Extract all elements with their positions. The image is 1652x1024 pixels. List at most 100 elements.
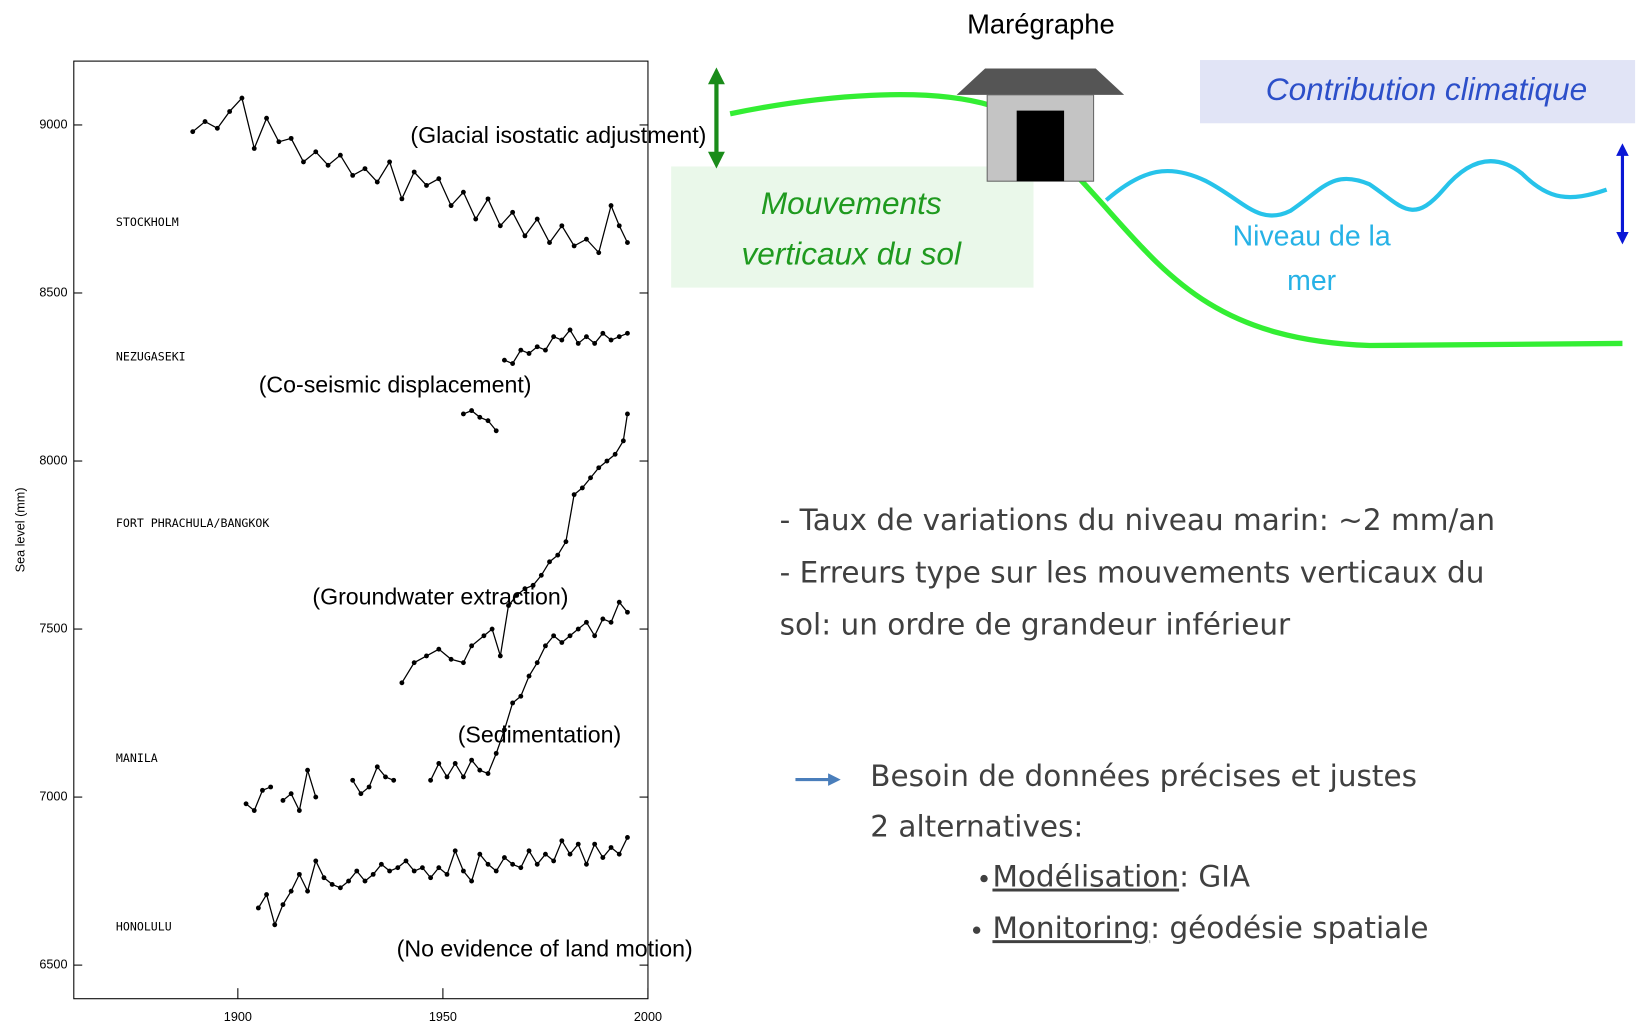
data-point: [584, 237, 589, 242]
data-point: [535, 344, 540, 349]
data-point: [592, 633, 597, 638]
data-point: [617, 600, 622, 605]
data-point: [412, 660, 417, 665]
station-label: FORT PHRACHULA/BANGKOK: [116, 516, 269, 530]
data-point: [547, 559, 552, 564]
data-point: [576, 842, 581, 847]
data-point: [252, 808, 257, 813]
data-point: [272, 922, 277, 927]
data-point: [588, 475, 593, 480]
data-point: [363, 879, 368, 884]
data-point: [572, 492, 577, 497]
station-label: MANILA: [116, 751, 158, 765]
data-point: [559, 838, 564, 843]
data-point: [518, 348, 523, 353]
bullet: [980, 875, 987, 882]
data-point: [297, 872, 302, 877]
data-point: [289, 136, 294, 141]
note-line: - Erreurs type sur les mouvements vertic…: [780, 556, 1485, 590]
data-point: [535, 217, 540, 222]
data-point: [527, 351, 532, 356]
data-point: [330, 882, 335, 887]
data-point: [395, 865, 400, 870]
data-point: [535, 862, 540, 867]
data-point: [625, 331, 630, 336]
ground-label: verticaux du sol: [742, 235, 962, 271]
data-point: [600, 331, 605, 336]
data-point: [313, 795, 318, 800]
data-point: [605, 459, 610, 464]
data-point: [404, 859, 409, 864]
data-point: [502, 358, 507, 363]
data-point: [625, 610, 630, 615]
page: {"chart_data": {"type": "line", "y_label…: [0, 0, 1652, 1024]
data-point: [399, 196, 404, 201]
data-point: [428, 778, 433, 783]
data-point: [621, 438, 626, 443]
data-point: [494, 869, 499, 874]
data-point: [510, 701, 515, 706]
data-point: [473, 217, 478, 222]
data-point: [354, 869, 359, 874]
data-point: [559, 640, 564, 645]
annotation: (Groundwater extraction): [312, 584, 568, 610]
y-tick-label: 6500: [39, 957, 67, 971]
data-point: [461, 869, 466, 874]
data-point: [617, 334, 622, 339]
data-point: [445, 872, 450, 877]
data-point: [481, 633, 486, 638]
data-point: [510, 361, 515, 366]
data-point: [338, 885, 343, 890]
data-point: [297, 808, 302, 813]
data-point: [412, 869, 417, 874]
data-point: [592, 341, 597, 346]
data-point: [625, 240, 630, 245]
data-point: [461, 660, 466, 665]
data-point: [379, 862, 384, 867]
data-point: [498, 654, 503, 659]
data-point: [535, 660, 540, 665]
sea-label: mer: [1287, 265, 1336, 297]
data-point: [568, 328, 573, 333]
data-point: [559, 338, 564, 343]
data-point: [580, 485, 585, 490]
data-point: [490, 627, 495, 632]
data-point: [584, 334, 589, 339]
station-label: HONOLULU: [116, 920, 172, 934]
data-point: [375, 764, 380, 769]
x-tick-label: 2000: [634, 1010, 662, 1024]
data-point: [420, 865, 425, 870]
data-point: [363, 166, 368, 171]
data-point: [555, 553, 560, 558]
data-point: [326, 163, 331, 168]
data-point: [510, 210, 515, 215]
data-point: [449, 203, 454, 208]
bullet: [973, 927, 980, 934]
data-point: [543, 852, 548, 857]
data-point: [412, 170, 417, 175]
note-line: - Taux de variations du niveau marin: ~2…: [780, 503, 1496, 537]
data-point: [568, 633, 573, 638]
data-point: [445, 774, 450, 779]
data-point: [469, 643, 474, 648]
data-point: [313, 149, 318, 154]
data-point: [527, 674, 532, 679]
data-point: [453, 761, 458, 766]
data-point: [391, 778, 396, 783]
data-point: [424, 654, 429, 659]
note-line: sol: un ordre de grandeur inférieur: [780, 607, 1291, 641]
data-point: [609, 845, 614, 850]
data-point: [477, 852, 482, 857]
climate-label: Contribution climatique: [1266, 71, 1587, 107]
data-point: [338, 153, 343, 158]
data-point: [305, 889, 310, 894]
data-point: [584, 862, 589, 867]
data-point: [252, 146, 257, 151]
data-point: [244, 801, 249, 806]
data-point: [276, 139, 281, 144]
house-roof: [957, 68, 1125, 94]
data-point: [215, 126, 220, 131]
data-point: [551, 633, 556, 638]
data-point: [486, 196, 491, 201]
annotation: (Co-seismic displacement): [259, 372, 532, 398]
